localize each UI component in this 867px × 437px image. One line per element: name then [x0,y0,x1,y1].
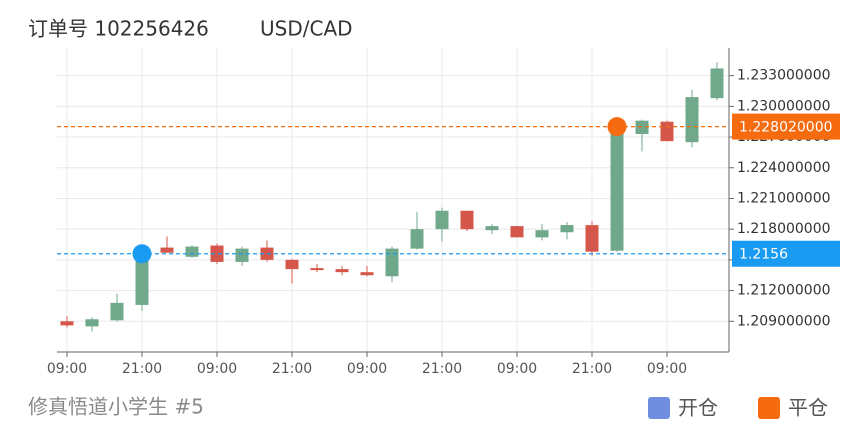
candle-body [285,259,299,270]
candle-body [710,68,724,99]
candle-body [660,121,674,142]
x-tick-label: 09:00 [497,361,537,377]
legend: 开仓 平仓 [648,396,828,420]
x-tick-label: 21:00 [572,361,612,377]
candle-body [435,210,449,230]
legend-swatch [648,397,670,419]
x-tick-label: 21:00 [422,361,462,377]
candle-body [360,272,374,276]
candle-body [560,225,574,233]
grid: 09:00 21:00 09:00 21:00 09:00 21:00 09:00 21:00… [47,48,730,377]
y-tick-label: 1.233000000 [737,68,831,84]
y-tick-label: 1.212000000 [737,283,831,299]
legend-swatch [758,397,780,419]
x-tick-label: 21:00 [272,361,312,377]
candle-body [85,319,99,327]
candle-body [685,97,699,143]
candle-body [185,246,199,257]
candle-body [610,129,624,251]
legend-label[interactable]: 开仓 [678,396,718,420]
footer: 修真悟道小学生 #5 [28,395,204,419]
trade-marker [132,244,152,264]
candle-body [585,225,599,252]
x-tick-label: 09:00 [47,361,87,377]
chart-title: 订单号 102256426 [28,17,209,41]
candle-body [510,226,524,238]
y-tick-label: 1.224000000 [737,160,831,176]
plot [57,62,729,332]
candle-body [110,302,124,321]
y-tick-label: 1.218000000 [737,221,831,237]
legend-label[interactable]: 平仓 [788,396,828,420]
y-tick-label: 1.221000000 [737,190,831,206]
candle-body [635,120,649,134]
price-label-bg [732,240,840,267]
x-tick-label: 09:00 [197,361,237,377]
candle-body [135,252,149,305]
candle-body [335,269,349,273]
price-label-bg [732,113,840,140]
x-tick-label: 09:00 [647,361,687,377]
candle-body [210,245,224,262]
y-tick-label: 1.230000000 [737,98,831,114]
x-tick-label: 09:00 [347,361,387,377]
price-label: 1.228020000 [739,120,833,136]
y-axis: 1.2090000001.2120000001.2150000001.21800… [729,68,840,329]
candle-body [485,226,499,231]
x-tick-label: 21:00 [122,361,162,377]
candle-body [160,247,174,253]
chart-subtitle: USD/CAD [260,17,353,41]
trade-marker [607,117,627,137]
candle-body [60,321,74,326]
price-label: 1.2156 [739,247,788,263]
candle-body [460,210,474,230]
candle-body [535,230,549,238]
y-tick-label: 1.209000000 [737,313,831,329]
candle-body [410,229,424,249]
candle-body [310,268,324,271]
candle-body [235,248,249,262]
candle-body [385,248,399,277]
